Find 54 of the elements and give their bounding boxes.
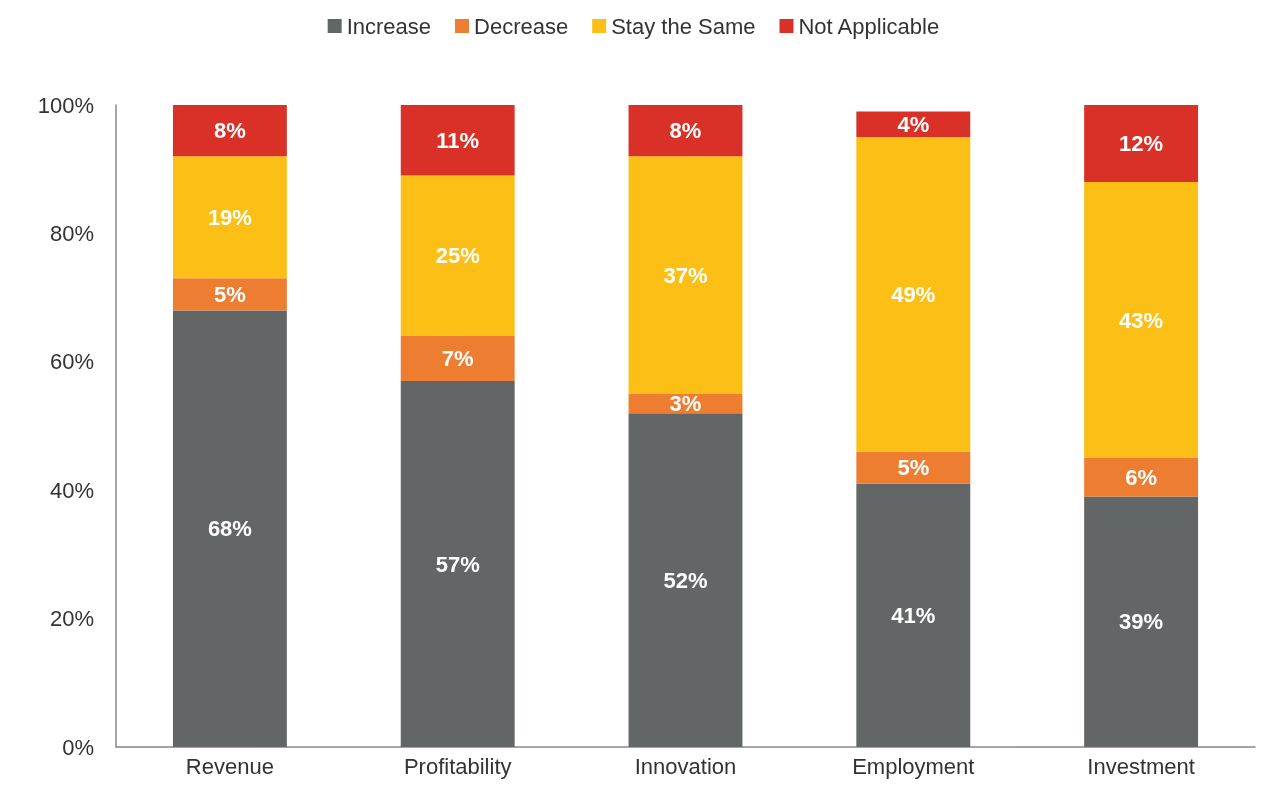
- x-tick-label: Investment: [1087, 753, 1195, 779]
- data-label: 5%: [897, 455, 930, 481]
- x-tick-label: Innovation: [634, 753, 737, 779]
- data-label: 6%: [1125, 464, 1157, 490]
- y-tick-label: 0%: [62, 734, 94, 760]
- bar: [856, 483, 971, 747]
- data-label: 11%: [436, 127, 480, 153]
- bar: [172, 310, 287, 747]
- bar: [400, 381, 515, 747]
- data-label: 41%: [891, 602, 936, 628]
- y-tick-label: 100%: [37, 92, 94, 118]
- bar: [1084, 458, 1199, 497]
- data-label: 8%: [669, 118, 702, 144]
- bar: [856, 451, 971, 484]
- bar: [1084, 496, 1199, 747]
- bar: [1084, 182, 1199, 459]
- data-label: 43%: [1119, 307, 1164, 333]
- bar: [856, 137, 971, 452]
- bar: [400, 105, 515, 176]
- bar: [628, 413, 743, 747]
- y-tick-label: 60%: [49, 349, 94, 375]
- data-label: 5%: [214, 281, 246, 307]
- bar: [1084, 105, 1199, 183]
- y-tick-label: 20%: [49, 606, 94, 632]
- x-tick-label: Revenue: [185, 753, 274, 779]
- data-label: 52%: [663, 567, 708, 593]
- data-label: 7%: [441, 346, 474, 372]
- bar: [172, 156, 287, 279]
- legend-label: Increase: [346, 13, 432, 39]
- data-label: 25%: [435, 243, 480, 269]
- bar: [400, 336, 515, 382]
- data-label: 57%: [435, 551, 480, 577]
- data-label: 8%: [214, 118, 246, 144]
- bar: [856, 111, 971, 138]
- x-tick-label: Profitability: [403, 753, 512, 779]
- bar: [172, 105, 287, 157]
- data-label: 19%: [207, 204, 252, 230]
- legend-label: Not Applicable: [798, 13, 940, 39]
- y-tick-label: 40%: [49, 477, 94, 503]
- bar: [400, 175, 515, 337]
- legend-label: Stay the Same: [611, 13, 756, 39]
- data-label: 4%: [897, 111, 930, 137]
- bar: [172, 278, 287, 311]
- bar: [628, 105, 743, 157]
- data-label: 37%: [663, 262, 708, 288]
- data-label: 39%: [1119, 609, 1164, 635]
- data-label: 68%: [207, 516, 252, 542]
- data-label: 49%: [891, 281, 936, 307]
- y-tick-label: 80%: [49, 220, 94, 246]
- data-label: 12%: [1119, 131, 1164, 157]
- data-label: 3%: [669, 391, 702, 417]
- legend-label: Decrease: [474, 13, 569, 39]
- bar: [628, 156, 743, 394]
- x-tick-label: Employment: [852, 753, 975, 779]
